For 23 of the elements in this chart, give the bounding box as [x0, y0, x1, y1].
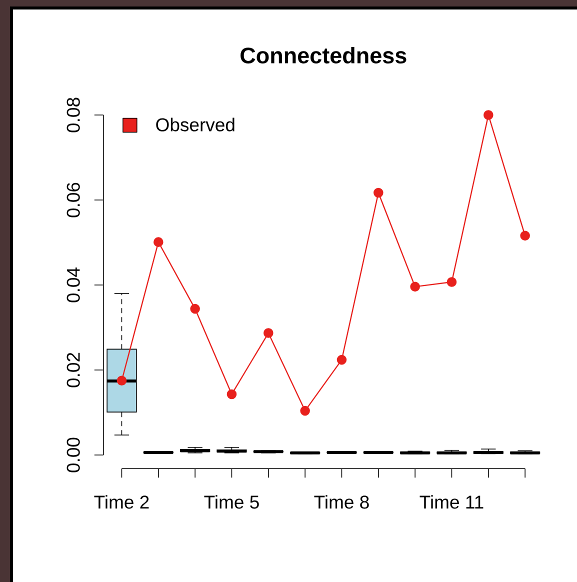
- point: [264, 328, 274, 338]
- point: [410, 282, 420, 292]
- point: [226, 389, 237, 400]
- point: [374, 188, 384, 198]
- y-tick-label: 0.04: [66, 268, 80, 302]
- point: [190, 304, 200, 314]
- point: [446, 277, 457, 287]
- x-tick-label: Time 2: [94, 495, 149, 509]
- y-tick-label: 0.00: [66, 438, 80, 472]
- y-tick-label: 0.08: [66, 98, 80, 132]
- x-tick-label: Time 11: [420, 495, 484, 509]
- point: [520, 230, 530, 241]
- point: [154, 237, 164, 247]
- legend-label: Observed: [156, 118, 234, 132]
- y-tick-label: 0.06: [66, 182, 80, 218]
- x-tick-label: Time 8: [314, 495, 369, 509]
- point: [300, 406, 310, 416]
- point: [116, 376, 127, 386]
- y-tick-label: 0.02: [66, 352, 80, 388]
- point: [336, 354, 347, 365]
- chart-title: Connectedness: [240, 46, 406, 64]
- x-tick-label: Time 5: [204, 495, 259, 509]
- point: [484, 110, 494, 120]
